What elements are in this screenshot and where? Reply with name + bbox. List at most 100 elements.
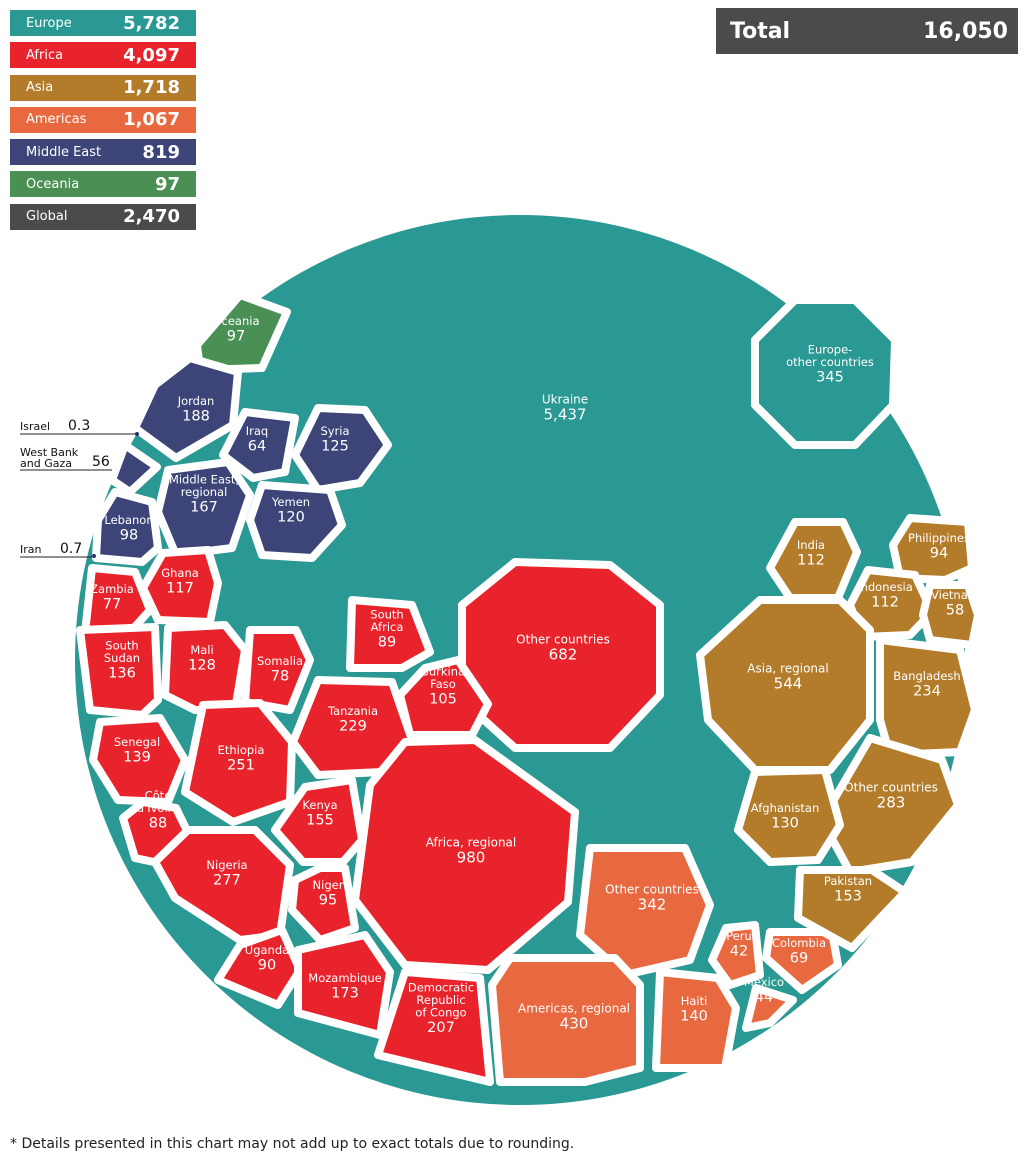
- cell-zambia-12-shape: [81, 564, 154, 637]
- cell-bangladesh-42-label: Bangladesh 234: [893, 669, 960, 700]
- legend: Europe 5,782 Africa 4,097 Asia 1,718 Americ…: [10, 10, 196, 236]
- external-israel-leader-dot: [135, 432, 139, 436]
- cell-middle-east-regional-6-label: Middle East, regional 167: [169, 473, 239, 516]
- cell-africa-regional-25-label: Africa, regional 980: [426, 836, 517, 867]
- cell-middle-east-regional-6-shape: [154, 458, 254, 559]
- cell-iraq-4-label: Iraq 64: [246, 424, 268, 455]
- external-iran-leader-dot: [92, 554, 96, 558]
- cell-indonesia-39-label: Indonesia 112: [857, 580, 913, 611]
- cell-west-bank-and-gaza-9-shape: [108, 441, 161, 496]
- cell-jordan-3-shape: [131, 354, 242, 462]
- legend-label: Africa: [26, 47, 64, 63]
- cell-haiti-33-shape: [652, 968, 740, 1072]
- cell-vietnam-40-shape: [919, 581, 982, 649]
- legend-label: Global: [26, 209, 68, 225]
- cell-senegal-21-label: Senegal 139: [114, 735, 160, 766]
- legend-label: Oceania: [26, 176, 80, 192]
- cell-ukraine-0-label: Ukraine 5,437: [542, 393, 588, 424]
- cell-syria-5-label: Syria 125: [320, 424, 349, 455]
- legend-value: 1,067: [123, 109, 180, 131]
- cell-europe-other-countries-1-shape: [751, 296, 899, 449]
- cell-yemen-7-label: Yemen 120: [271, 495, 310, 526]
- cell-mexico-35-label: Mexico 44: [744, 975, 784, 1006]
- cell-other-countries-31-label: Other countries 342: [605, 883, 699, 914]
- cell-peru-34-label: Peru 42: [726, 929, 752, 960]
- cell-jordan-3-label: Jordan 188: [177, 394, 215, 425]
- cell-other-countries-18-shape: [458, 558, 664, 752]
- cell-americas-regional-32-shape: [488, 954, 644, 1086]
- legend-value: 97: [154, 173, 180, 195]
- cell-peru-34-shape: [708, 921, 764, 989]
- cell-europe-other-countries-1-label: Europe-other countries 345: [786, 343, 874, 386]
- cell-americas-regional-32-label: Americas, regional 430: [518, 1002, 630, 1033]
- cell-afghanistan-44-label: Afghanistan 130: [751, 801, 819, 832]
- legend-value: 819: [142, 141, 180, 163]
- cell-philippines-38-label: Philippines 94: [908, 531, 970, 562]
- cell-mali-15-label: Mali 128: [188, 643, 216, 674]
- cell-mexico-35-shape: [742, 984, 797, 1032]
- cell-south-africa-17-shape: [346, 596, 434, 672]
- cell-pakistan-45-label: Pakistan 153: [824, 874, 872, 905]
- cell-lebanon-8-label: Lebanon 98: [104, 513, 153, 544]
- legend-label: Americas: [26, 112, 87, 128]
- external-west-bank-and-gaza-label: West Bank and Gaza: [20, 446, 79, 470]
- external-israel-label: Israel: [20, 420, 50, 433]
- cell-tanzania-20-label: Tanzania 229: [327, 704, 378, 735]
- legend-item-oceania: Oceania 97: [10, 171, 196, 198]
- cell-other-countries-43-label: Other countries 283: [844, 781, 938, 812]
- total-value: 16,050: [923, 18, 1008, 44]
- total-box: Total 16,050: [716, 8, 1018, 54]
- cell-south-sudan-14-shape: [76, 623, 162, 719]
- cell-asia-regional-41-label: Asia, regional 544: [747, 662, 828, 693]
- cell-senegal-21-shape: [89, 714, 189, 806]
- cell-colombia-36-label: Colombia 69: [772, 936, 826, 967]
- legend-item-africa: Africa 4,097: [10, 42, 196, 69]
- cell-somalia-16-shape: [241, 626, 314, 714]
- cell-philippines-38-shape: [889, 514, 976, 584]
- cell-kenya-24-label: Kenya 155: [302, 798, 337, 829]
- legend-value: 2,470: [123, 206, 180, 228]
- total-label: Total: [730, 18, 791, 44]
- cell-india-37-label: India 112: [797, 538, 825, 569]
- cell-afghanistan-44-shape: [734, 766, 844, 866]
- cell-south-africa-17-label: South Africa 89: [370, 608, 403, 651]
- legend-value: 5,782: [123, 12, 180, 34]
- external-west-bank-and-gaza-value: 56: [92, 454, 110, 470]
- cell-lebanon-8-shape: [92, 488, 162, 566]
- cell-mozambique-29-label: Mozambique 173: [308, 971, 381, 1002]
- external-iran-label: Iran: [20, 543, 42, 556]
- cell-niger-27-label: Niger 95: [313, 878, 344, 909]
- cell-somalia-16-label: Somalia 78: [257, 654, 303, 685]
- cell-uganda-28-label: Uganda 90: [245, 943, 289, 974]
- cell-bangladesh-42-shape: [876, 636, 979, 759]
- cell-ethiopia-22-label: Ethiopia 251: [218, 743, 265, 774]
- legend-item-americas: Americas 1,067: [10, 106, 196, 133]
- legend-item-global: Global 2,470: [10, 203, 196, 230]
- cell-nigeria-26-label: Nigeria 277: [206, 858, 247, 889]
- cell-kenya-24-shape: [271, 776, 366, 866]
- cell-zambia-12-label: Zambia 77: [90, 582, 134, 613]
- cell-haiti-33-label: Haiti 140: [680, 994, 708, 1025]
- legend-value: 4,097: [123, 44, 180, 66]
- cell-yemen-7-shape: [246, 481, 346, 562]
- cell-vietnam-40-label: Vietnam 58: [931, 588, 979, 619]
- cell-asia-regional-41-shape: [696, 596, 874, 774]
- cell-south-sudan-14-label: South Sudan 136: [104, 639, 140, 682]
- cell-mozambique-29-shape: [294, 931, 394, 1039]
- legend-item-middle-east: Middle East 819: [10, 139, 196, 166]
- cell-oceania-2-label: Oceania 97: [212, 314, 259, 345]
- legend-label: Europe: [26, 15, 72, 31]
- cell-niger-27-shape: [288, 864, 359, 944]
- external-israel-value: 0.3: [68, 418, 90, 434]
- footnote: * Details presented in this chart may no…: [10, 1136, 575, 1152]
- cell-pakistan-45-shape: [794, 866, 909, 952]
- cell-other-countries-31-shape: [576, 844, 714, 979]
- cell-c-te-d-ivoire-23-label: Côte d'Ivoire 88: [137, 789, 179, 832]
- legend-label: Middle East: [26, 144, 102, 160]
- external-iran-value: 0.7: [60, 541, 82, 557]
- legend-value: 1,718: [123, 77, 180, 99]
- legend-item-europe: Europe 5,782: [10, 10, 196, 36]
- cell-democratic-republic-of-congo-30-shape: [374, 968, 494, 1086]
- cell-syria-5-shape: [291, 404, 392, 494]
